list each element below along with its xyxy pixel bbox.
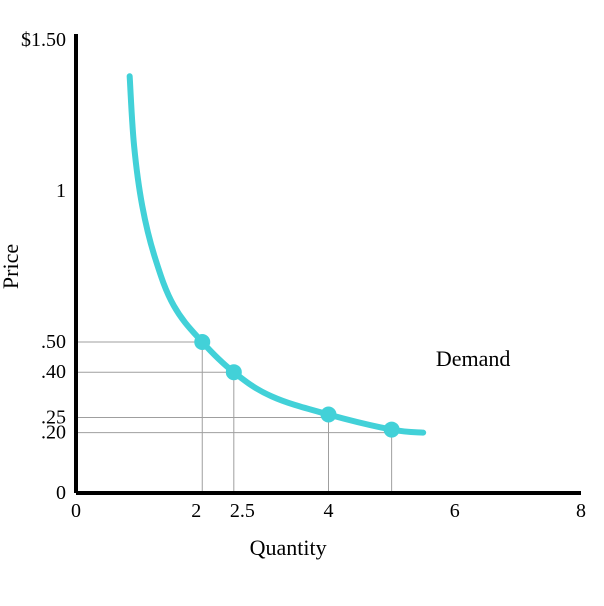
x-tick-label: 6 [450,500,460,522]
y-tick-label: .40 [41,361,66,383]
x-axis-label: Quantity [250,535,327,560]
y-tick-label: $1.50 [21,29,66,51]
curve-marker [226,364,242,380]
x-tick-label: 0 [71,500,81,522]
x-tick-label: 8 [576,500,586,522]
curve-marker [321,406,337,422]
y-tick-label: .50 [41,331,66,353]
x-tick-label: 2 [191,500,201,522]
y-tick-label: 1 [56,180,66,202]
y-tick-label: .25 [41,407,66,429]
curve-marker [384,422,400,438]
x-tick-label: 2.5 [230,500,255,522]
series-label-demand: Demand [436,346,511,371]
y-tick-label: 0 [56,482,66,504]
y-axis-label: Price [0,244,23,289]
x-tick-label: 4 [324,500,334,522]
demand-curve-chart: 022.54680.20.25.40.501$1.50QuantityPrice… [0,0,604,606]
curve-marker [194,334,210,350]
